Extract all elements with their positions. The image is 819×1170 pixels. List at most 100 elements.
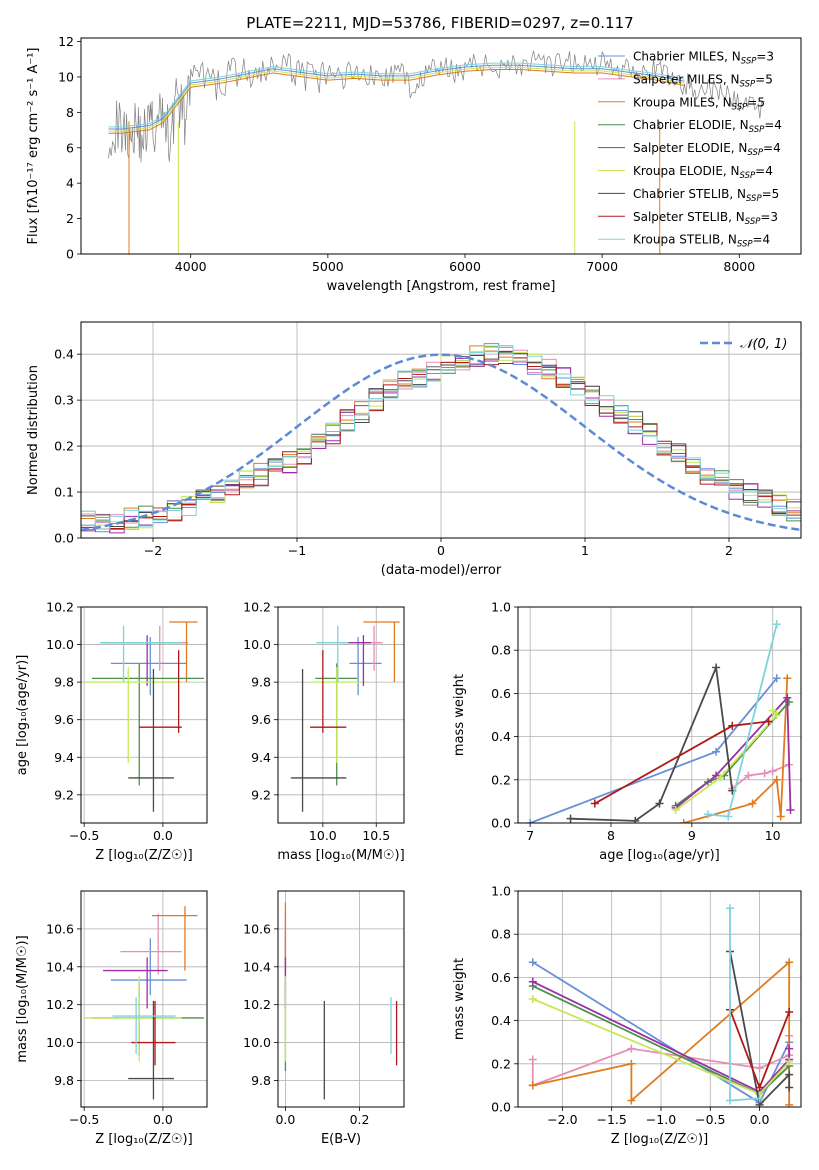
x-tick-label: 10.5 (362, 828, 390, 843)
y-tick-label: 9.8 (251, 675, 271, 690)
weight-marker-kroupa_miles (772, 775, 781, 784)
weight-line-salpeter_elodie (532, 980, 791, 1093)
x-tick-label: 0.0 (153, 828, 173, 843)
y-tick-label: 9.2 (54, 787, 74, 802)
weight-marker-kroupa_elodie (785, 1057, 794, 1066)
weight-marker-chabrier_miles (772, 674, 781, 683)
panel-mass_weight_vs_age: 7 8 9 10 0.0 0.2 0.4 0.6 0.8 1.0 age [log₁₀(age/yr… (452, 600, 802, 863)
model-spectrum-line-kroupa_miles (108, 69, 685, 134)
y-tick-label: 9.4 (54, 750, 74, 765)
y-tick-label: 0 (66, 247, 74, 262)
y-tick-label: 0.0 (54, 531, 74, 546)
x-axis-label: (data-model)/error (381, 563, 502, 578)
weight-line-kroupa_stelib (729, 908, 760, 1102)
y-tick-label: 9.4 (251, 750, 271, 765)
y-tick-label: 0.6 (491, 686, 511, 701)
x-axis-label: Z [log₁₀(Z/Z☉)] (95, 1132, 192, 1147)
axes-frame (517, 890, 802, 1108)
weight-line-chabrier_stelib (729, 951, 791, 1107)
y-tick-label: 10.2 (46, 997, 74, 1012)
y-tick-label: 0.6 (491, 970, 511, 985)
x-tick-label: −0.5 (69, 1112, 99, 1127)
weight-marker-chabrier_miles (712, 747, 721, 756)
legend-entry: Salpeter ELODIE, NSSP=4 (633, 141, 781, 158)
x-axis-label: mass [log₁₀(M/M☉)] (277, 848, 404, 863)
y-tick-label: 0.4 (54, 347, 74, 362)
y-axis-label: mass [log₁₀(M/M☉)] (15, 935, 30, 1062)
weight-marker-chabrier_stelib (655, 799, 664, 808)
panel-spectrum: 4000 5000 6000 7000 8000 0 2 4 6 8 10 12 wavelength … (26, 34, 802, 294)
y-tick-label: 0.2 (491, 772, 511, 787)
weight-marker-salpeter_miles (744, 771, 753, 780)
axes-frame (80, 321, 802, 539)
weight-marker-kroupa_miles (776, 812, 785, 821)
panel-mass_weight_vs_Z: −2.0 −1.5 −1.0 −0.5 0.0 0.0 0.2 0.4 0.6 0.8 1.0 Z [… (452, 884, 802, 1147)
x-tick-label: 5000 (312, 259, 344, 274)
weight-marker-kroupa_stelib (726, 1096, 735, 1105)
x-axis-label: age [log₁₀(age/yr)] (599, 848, 720, 863)
weight-marker-kroupa_elodie (671, 806, 680, 815)
y-tick-label: 10.2 (243, 997, 271, 1012)
weight-marker-kroupa_elodie (716, 773, 725, 782)
axes-frame (80, 890, 208, 1108)
spectrum-plot-area (108, 50, 766, 254)
panel-mass_vs_Z: −0.5 0.0 9.8 10.0 10.2 10.4 10.6 Z [log₁₀(Z/Z☉)… (15, 890, 208, 1147)
y-tick-label: 12 (58, 34, 74, 49)
y-tick-label: 10 (58, 69, 74, 84)
x-tick-label: 0.0 (153, 1112, 173, 1127)
y-axis-label: Flux [fλ10⁻¹⁷ erg cm⁻² s⁻¹ A⁻¹] (26, 48, 41, 245)
y-tick-label: 10.6 (243, 921, 271, 936)
y-tick-label: 10.0 (46, 1035, 74, 1050)
panel-age_vs_Z: −0.5 0.0 9.2 9.4 9.6 9.8 10.0 10.2 Z [log₁₀(Z/Z☉… (15, 600, 208, 863)
weight-marker-kroupa_stelib (726, 904, 735, 913)
legend-entry: Chabrier ELODIE, NSSP=4 (633, 118, 782, 135)
y-tick-label: 0.1 (54, 485, 74, 500)
weight-marker-kroupa_miles (748, 799, 757, 808)
x-axis-label: wavelength [Angstrom, rest frame] (327, 279, 556, 294)
weight-marker-salpeter_elodie (712, 771, 721, 780)
y-tick-label: 6 (66, 140, 74, 155)
weight-marker-kroupa_miles (679, 819, 688, 823)
weight-marker-kroupa_stelib (704, 810, 713, 819)
x-tick-label: −1.0 (646, 1112, 676, 1127)
weight-marker-kroupa_miles (783, 674, 792, 683)
y-tick-label: 0.2 (491, 1056, 511, 1071)
figure-title: PLATE=2211, MJD=53786, FIBERID=0297, z=0… (246, 14, 633, 32)
weight-marker-chabrier_elodie (784, 698, 793, 707)
mass_weight_vs_Z-plot-area (528, 904, 794, 1107)
weight-marker-kroupa_stelib (772, 620, 781, 629)
x-tick-label: −0.5 (69, 828, 99, 843)
weight-marker-kroupa_miles (627, 1096, 636, 1105)
gaussian-curve (81, 353, 801, 532)
x-tick-label: 0 (437, 543, 445, 558)
weight-marker-kroupa_elodie (768, 706, 777, 715)
y-tick-label: 2 (66, 211, 74, 226)
legend-entry: Kroupa MILES, NSSP=5 (633, 95, 765, 112)
y-tick-label: 8 (66, 105, 74, 120)
weight-marker-chabrier_stelib (631, 816, 640, 823)
weight-line-kroupa_elodie (675, 710, 778, 811)
weight-marker-kroupa_elodie (772, 711, 781, 719)
x-axis-label: Z [log₁₀(Z/Z☉)] (95, 848, 192, 863)
weight-marker-salpeter_stelib (764, 717, 773, 726)
x-tick-label: 4000 (175, 259, 207, 274)
y-tick-label: 10.6 (46, 921, 74, 936)
weight-marker-salpeter_miles (760, 769, 769, 778)
weight-marker-salpeter_elodie (783, 693, 792, 702)
axes-frame (517, 606, 802, 824)
weight-marker-salpeter_stelib (728, 721, 737, 730)
x-tick-label: 0.2 (350, 1112, 370, 1127)
y-tick-label: 10.0 (243, 1035, 271, 1050)
y-tick-label: 0.8 (491, 643, 511, 658)
weight-marker-salpeter_stelib (785, 1007, 794, 1016)
y-tick-label: 0.4 (491, 1013, 511, 1028)
legend-gaussian-label: 𝒩(0, 1) (740, 337, 787, 352)
y-tick-label: 10.4 (46, 959, 74, 974)
mass_vs_ebv-plot-area (284, 902, 398, 1100)
weight-marker-salpeter_elodie (785, 1044, 794, 1053)
weight-marker-salpeter_elodie (528, 977, 537, 986)
panel-age_vs_mass: 10.0 10.5 9.2 9.4 9.6 9.8 10.0 10.2 mass [log₁₀(… (243, 600, 405, 864)
weight-marker-salpeter_elodie (786, 806, 795, 815)
residual-plot-area (81, 343, 801, 534)
